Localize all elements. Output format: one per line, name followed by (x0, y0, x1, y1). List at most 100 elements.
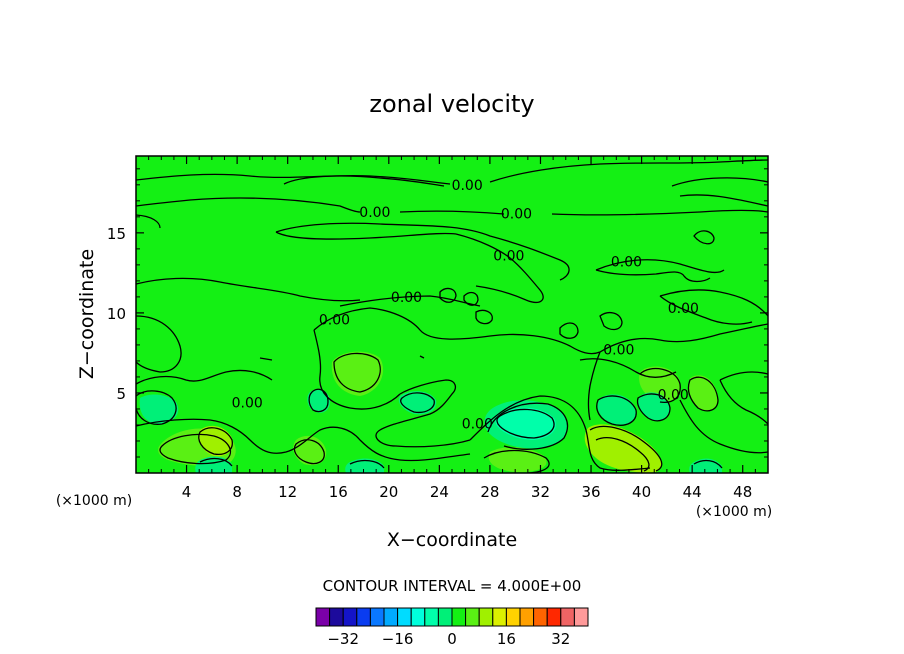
colorbar-tick-label: 0 (447, 630, 457, 648)
contour-line (439, 287, 457, 303)
contour-interval-text: CONTOUR INTERVAL = 4.000E+00 (323, 577, 582, 595)
positive-region (584, 424, 662, 473)
contour-line (496, 408, 555, 439)
contour-label: 0.00 (391, 290, 422, 306)
colorbar-cell (560, 607, 575, 627)
colorbar-cell (505, 607, 521, 627)
contour-line (639, 367, 681, 404)
x-tick-label: 8 (232, 483, 242, 501)
contour-line (283, 175, 445, 187)
x-tick-label: 32 (531, 483, 550, 501)
negative-region (638, 392, 670, 421)
x-tick-label: 28 (480, 483, 499, 501)
positive-region (488, 447, 547, 472)
negative-region (139, 394, 179, 424)
contour-line (469, 395, 651, 471)
contour-line (136, 277, 361, 302)
contour-line (636, 393, 671, 422)
x-tick-label: 4 (182, 483, 192, 501)
y-tick-label: 15 (107, 225, 126, 243)
positive-region (688, 375, 718, 411)
colorbar-cell (492, 607, 507, 627)
x-axis-label: X−coordinate (387, 529, 517, 551)
x-tick-label: 40 (632, 483, 651, 501)
contour-line (159, 433, 231, 465)
contour-line (136, 197, 361, 213)
contour-label: 0.00 (501, 207, 532, 223)
contour-line (293, 439, 325, 465)
x-unit-right: (×1000 m) (696, 504, 772, 520)
contour-label: 0.00 (611, 255, 642, 271)
contour-line (559, 322, 579, 339)
contour-line (587, 351, 601, 421)
colorbar-cell (369, 607, 385, 627)
colorbar-cell (451, 607, 467, 627)
x-tick-label: 20 (379, 483, 398, 501)
contour-line (275, 231, 457, 240)
colorbar-cell (397, 607, 412, 627)
colorbar-cell (424, 607, 439, 627)
contour-line (595, 437, 650, 472)
contour-line (349, 459, 385, 469)
colorbar-cell (410, 607, 426, 627)
colorbar-cell (519, 607, 535, 627)
contour-line (475, 285, 527, 301)
contour-line (136, 390, 177, 425)
contour-line (679, 399, 768, 454)
contour-labels: 0.00 0.00 0.00 0.00 0.00 0.00 0.00 0.00 0.00 0.00… (232, 178, 699, 433)
contour-line (308, 388, 329, 413)
colorbar-tick-label: −32 (327, 630, 359, 648)
x-tick-label: 24 (430, 483, 449, 501)
colorbar-cell (342, 607, 358, 627)
x-tick-label: 12 (278, 483, 297, 501)
colorbar-cell (546, 607, 562, 627)
colorbar-cell (315, 607, 331, 627)
contour-label: 0.00 (668, 301, 699, 317)
contour-line (333, 352, 381, 393)
contour-line (693, 459, 723, 469)
colorbar-tick-label: 32 (551, 630, 570, 648)
contour-line (463, 291, 479, 306)
contour-line (136, 315, 182, 373)
colorbar-tick-labels: −32 −16 0 16 32 (327, 630, 570, 648)
contour-line (719, 371, 768, 381)
contour-line (136, 369, 273, 385)
contour-line (399, 210, 505, 215)
contour-line (339, 295, 481, 307)
contour-line (693, 230, 715, 245)
colorbar-cell (478, 607, 494, 627)
contour-label: 0.00 (452, 178, 483, 194)
colorbar-cell (533, 607, 548, 627)
positive-region (198, 425, 233, 457)
contour-line (719, 379, 768, 425)
colorbar-cell (329, 607, 344, 627)
chart-title: zonal velocity (369, 90, 534, 118)
colorbar-cell (437, 607, 453, 627)
contour-label: 0.00 (462, 416, 493, 432)
contour-label: 0.00 (658, 388, 689, 404)
negative-region (495, 407, 556, 440)
contour-line (596, 395, 637, 426)
x-tick-label: 44 (683, 483, 702, 501)
contour-line (199, 457, 233, 467)
contour-line (198, 427, 233, 456)
y-tick-label: 5 (116, 385, 126, 403)
contour-label: 0.00 (319, 312, 350, 328)
contour-label: 0.00 (232, 396, 263, 412)
colorbar (315, 607, 589, 627)
contour-line (487, 402, 569, 450)
contour-line (551, 209, 768, 216)
x-tick-label: 16 (329, 483, 348, 501)
positive-region (331, 351, 384, 396)
contour-line (483, 449, 550, 473)
y-tick-label: 10 (107, 305, 126, 323)
contour-line (671, 177, 768, 187)
contour-line (659, 295, 753, 325)
contour-label: 0.00 (359, 205, 390, 221)
x-axis: 4 8 12 16 20 24 28 32 36 40 44 48 (148, 156, 756, 501)
contour-line (475, 309, 493, 325)
contour-line (400, 392, 435, 414)
colorbar-cell (573, 607, 589, 627)
contour-line (136, 173, 451, 185)
